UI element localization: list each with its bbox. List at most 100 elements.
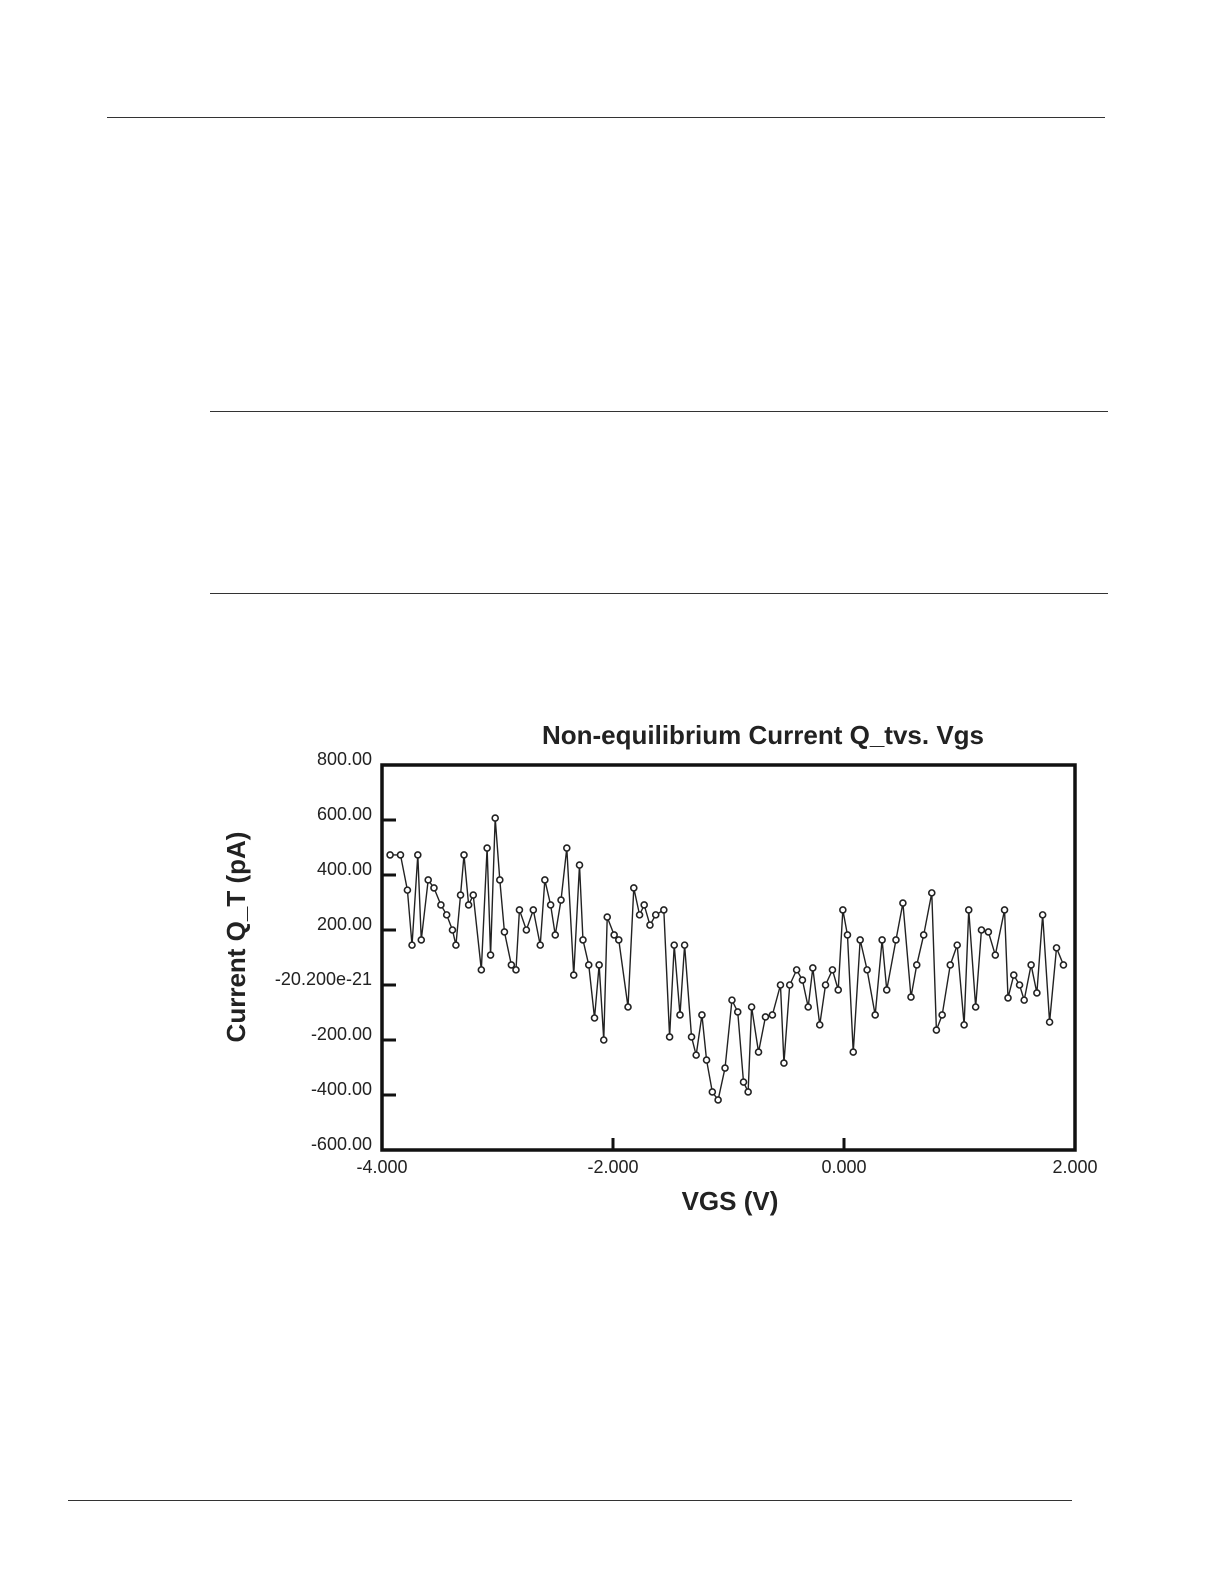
data-point: [496, 876, 504, 884]
data-point: [1052, 944, 1061, 952]
data-point: [984, 928, 993, 936]
data-point: [912, 961, 921, 969]
data-point: [698, 1011, 706, 1019]
data-point: [477, 966, 486, 974]
data-point: [522, 926, 531, 934]
data-point: [491, 814, 499, 822]
data-point: [761, 1013, 770, 1021]
y-axis-label: Current Q_T (pA): [221, 832, 251, 1043]
data-point: [768, 1011, 777, 1019]
data-point: [680, 941, 689, 949]
data-point: [595, 961, 603, 969]
data-point: [486, 951, 495, 959]
data-point: [687, 1033, 696, 1041]
data-point: [646, 921, 654, 929]
data-point: [747, 1003, 756, 1011]
data-point: [960, 1021, 968, 1029]
data-point: [640, 901, 648, 909]
y-tick-label: 400.00: [317, 859, 372, 879]
data-point: [507, 961, 516, 969]
data-point: [733, 1008, 742, 1016]
data-point: [721, 1064, 729, 1072]
chart-title: Non-equilibrium Current Q_tvs. Vgs: [542, 720, 984, 750]
y-tick-label: -20.200e-21: [275, 969, 372, 989]
data-point: [809, 964, 817, 972]
data-point: [744, 1088, 752, 1096]
rule: [210, 593, 1108, 594]
data-point: [785, 981, 794, 989]
data-point: [541, 876, 549, 884]
data-line: [390, 818, 1065, 1102]
data-point: [603, 913, 612, 921]
data-point: [964, 906, 973, 914]
data-point: [754, 1048, 763, 1056]
data-point: [665, 1033, 674, 1041]
data-point: [834, 986, 843, 994]
data-point: [551, 931, 560, 939]
data-point: [856, 936, 864, 944]
data-point: [932, 1026, 941, 1034]
data-point: [1000, 906, 1009, 914]
data-point: [430, 884, 438, 892]
x-tick-label: 0.000: [821, 1157, 866, 1177]
data-point: [792, 966, 801, 974]
data-point: [536, 941, 545, 949]
data-point: [728, 996, 736, 1004]
data-point: [590, 1014, 599, 1022]
y-tick-label: -200.00: [311, 1024, 372, 1044]
data-point: [651, 911, 660, 919]
plot-frame: [380, 763, 1077, 1152]
data-point: [512, 966, 520, 974]
data-point: [584, 961, 593, 969]
data-point: [863, 966, 871, 974]
data-point: [971, 1003, 980, 1011]
x-tick-label: -2.000: [587, 1157, 638, 1177]
data-point: [798, 976, 807, 984]
data-point: [546, 901, 555, 909]
data-point: [907, 993, 915, 1001]
data-point: [575, 861, 584, 869]
data-point: [927, 889, 936, 897]
data-point: [1020, 996, 1028, 1004]
data-point: [386, 851, 394, 859]
data-point: [464, 901, 473, 909]
data-point: [1059, 961, 1068, 969]
data-point: [1033, 989, 1041, 997]
y-tick-label: 600.00: [317, 804, 372, 824]
data-point: [456, 891, 465, 899]
data-point: [882, 986, 891, 994]
data-point: [843, 931, 852, 939]
rule: [210, 411, 1108, 412]
rule: [107, 117, 1105, 118]
x-axis-label: VGS (V): [682, 1186, 779, 1216]
data-point: [1045, 1018, 1054, 1026]
data-point: [408, 941, 416, 949]
data-point: [977, 926, 986, 934]
y-tick-label: 800.00: [317, 749, 372, 769]
data-point: [670, 941, 679, 949]
data-point: [804, 1003, 812, 1011]
data-point: [1004, 994, 1012, 1002]
data-point: [448, 926, 457, 934]
data-point: [849, 1048, 858, 1056]
data-point: [610, 931, 618, 939]
data-point: [437, 901, 445, 909]
data-point: [1027, 961, 1035, 969]
data-point: [569, 971, 578, 979]
data-point: [417, 936, 426, 944]
data-point: [579, 936, 587, 944]
data-point: [424, 876, 433, 884]
data-point: [1038, 911, 1047, 919]
data-point: [403, 886, 412, 894]
data-point: [919, 931, 928, 939]
data-point: [946, 961, 955, 969]
data-point: [899, 899, 907, 907]
data-point: [599, 1036, 608, 1044]
y-tick-label: 200.00: [317, 914, 372, 934]
data-point: [938, 1011, 946, 1019]
data-point: [714, 1096, 722, 1104]
data-point: [629, 884, 638, 892]
data-point: [396, 851, 405, 859]
